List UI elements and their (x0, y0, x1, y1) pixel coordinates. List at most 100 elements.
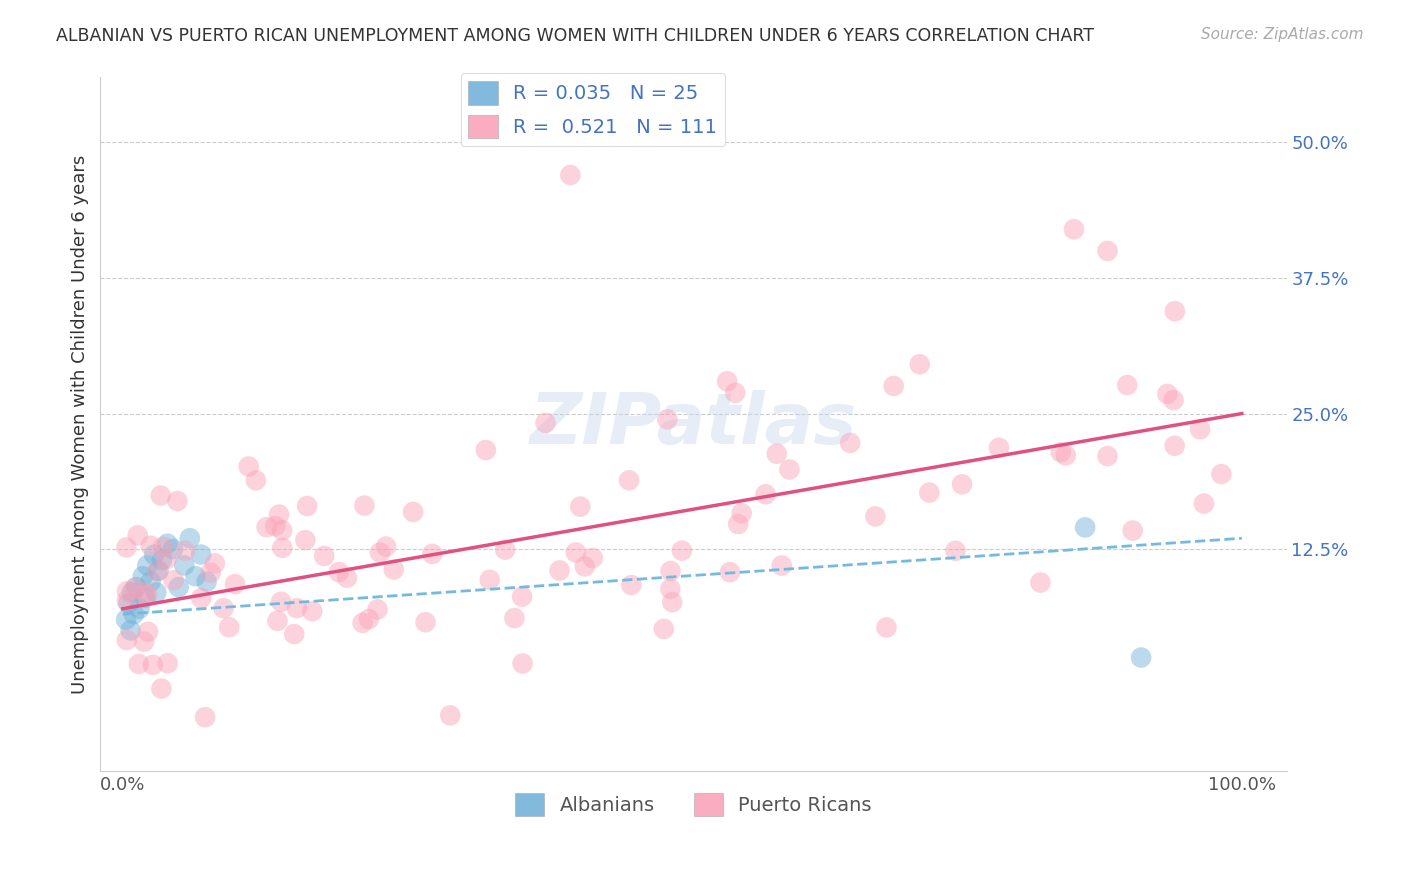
Point (267, 508, 290, 522)
Legend: Albanians, Puerto Ricans: Albanians, Puerto Ricans (508, 785, 880, 824)
Point (875, 620, 897, 634)
Point (1049, 445, 1071, 459)
Point (1163, 393, 1185, 408)
Point (620, 578, 643, 592)
Point (1130, 650, 1153, 665)
Point (475, 443, 498, 458)
Point (908, 357, 931, 371)
Point (950, 477, 973, 491)
Point (987, 441, 1010, 455)
Point (204, 557, 226, 571)
Point (503, 611, 526, 625)
Point (149, 489, 172, 503)
Point (716, 375, 738, 389)
Point (134, 585, 156, 599)
Point (770, 558, 793, 573)
Point (1097, 244, 1119, 258)
Point (368, 545, 391, 559)
Point (271, 541, 294, 555)
Point (1156, 387, 1178, 401)
Point (1063, 222, 1085, 236)
Point (652, 622, 675, 636)
Point (142, 657, 165, 672)
Point (565, 545, 588, 559)
Text: ZIPatlas: ZIPatlas (530, 390, 858, 458)
Point (162, 542, 184, 557)
Point (115, 584, 138, 599)
Point (865, 509, 887, 524)
Point (179, 531, 201, 545)
Text: Source: ZipAtlas.com: Source: ZipAtlas.com (1201, 27, 1364, 42)
Y-axis label: Unemployment Among Women with Children Under 6 years: Unemployment Among Women with Children U… (72, 155, 89, 694)
Point (1122, 524, 1144, 538)
Point (755, 487, 778, 501)
Point (671, 543, 693, 558)
Point (150, 553, 173, 567)
Point (195, 574, 218, 589)
Point (353, 499, 375, 513)
Point (402, 505, 425, 519)
Point (190, 548, 212, 562)
Point (283, 627, 305, 641)
Point (727, 516, 749, 531)
Point (730, 506, 752, 520)
Point (162, 574, 184, 588)
Point (132, 569, 155, 583)
Point (765, 447, 787, 461)
Point (139, 539, 162, 553)
Point (121, 585, 143, 599)
Point (190, 591, 212, 606)
Point (136, 624, 159, 639)
Point (271, 524, 294, 538)
Point (146, 564, 169, 578)
Point (367, 602, 389, 616)
Point (883, 379, 905, 393)
Point (478, 573, 501, 587)
Point (120, 624, 142, 638)
Point (945, 543, 967, 558)
Point (134, 591, 156, 605)
Point (1074, 520, 1097, 534)
Point (156, 656, 179, 670)
Point (155, 552, 177, 566)
Point (173, 558, 195, 573)
Point (439, 708, 461, 723)
Point (839, 436, 862, 450)
Point (136, 588, 159, 602)
Point (415, 615, 437, 629)
Point (1164, 304, 1187, 318)
Point (314, 549, 336, 563)
Point (295, 499, 318, 513)
Point (256, 520, 278, 534)
Point (534, 416, 557, 430)
Point (128, 657, 150, 671)
Point (659, 564, 682, 578)
Point (212, 601, 235, 615)
Point (266, 614, 288, 628)
Point (115, 593, 138, 607)
Point (245, 473, 267, 487)
Point (560, 168, 582, 182)
Point (132, 634, 155, 648)
Point (174, 543, 197, 558)
Point (1116, 378, 1139, 392)
Point (194, 710, 217, 724)
Point (1189, 422, 1212, 436)
Point (143, 548, 166, 562)
Point (1054, 449, 1077, 463)
Point (117, 596, 139, 610)
Point (124, 582, 146, 596)
Point (294, 533, 316, 548)
Point (128, 601, 150, 615)
Point (150, 681, 173, 696)
Point (145, 585, 167, 599)
Point (336, 571, 359, 585)
Text: ALBANIAN VS PUERTO RICAN UNEMPLOYMENT AMONG WOMEN WITH CHILDREN UNDER 6 YEARS CO: ALBANIAN VS PUERTO RICAN UNEMPLOYMENT AM… (56, 27, 1094, 45)
Point (420, 547, 443, 561)
Point (382, 563, 405, 577)
Point (139, 574, 162, 589)
Point (285, 601, 308, 615)
Point (778, 462, 800, 476)
Point (724, 385, 747, 400)
Point (115, 541, 138, 555)
